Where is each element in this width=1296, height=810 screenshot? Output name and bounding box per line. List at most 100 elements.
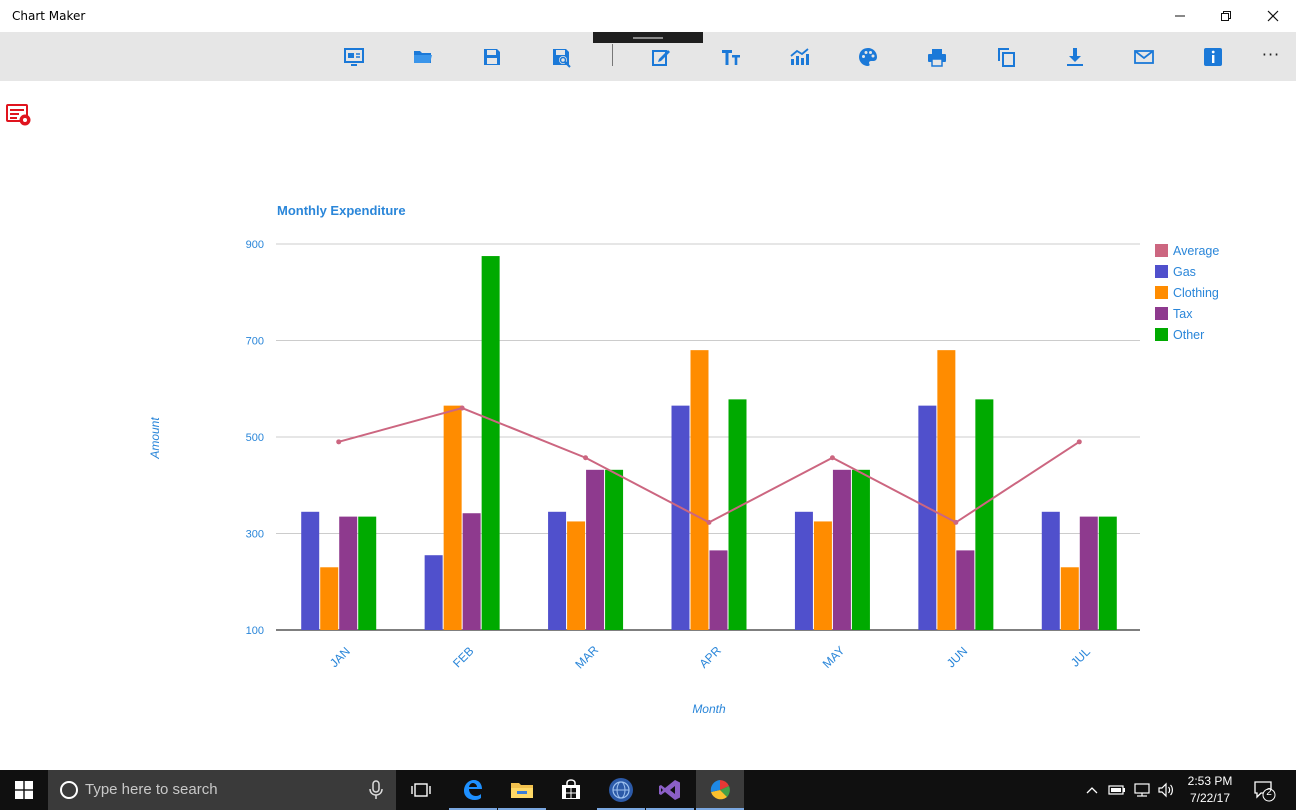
legend-swatch: [1155, 328, 1168, 341]
toolbar: ···: [0, 32, 1296, 81]
average-point[interactable]: [1076, 439, 1082, 445]
store-button[interactable]: [547, 770, 595, 810]
palette-button[interactable]: [857, 46, 879, 68]
presentation-button[interactable]: [343, 46, 365, 68]
close-icon: [1267, 10, 1279, 22]
bar-other-feb[interactable]: [481, 256, 500, 630]
task-view-button[interactable]: [397, 770, 445, 810]
legend-item-tax[interactable]: Tax: [1173, 307, 1193, 321]
info-button[interactable]: [1202, 46, 1224, 68]
y-axis-label: Amount: [148, 417, 162, 460]
toolbar-separator: [612, 44, 613, 66]
x-tick-label: MAY: [820, 643, 848, 671]
show-hidden-icons-button[interactable]: [1082, 770, 1102, 810]
bar-other-apr[interactable]: [728, 399, 747, 630]
bar-tax-jun[interactable]: [956, 550, 975, 630]
restore-icon: [1221, 11, 1231, 21]
average-point[interactable]: [583, 455, 589, 461]
bar-other-mar[interactable]: [605, 469, 624, 630]
file-explorer-button[interactable]: [498, 770, 546, 810]
copy-button[interactable]: [995, 46, 1017, 68]
bar-tax-mar[interactable]: [586, 469, 605, 630]
bar-clothing-may[interactable]: [813, 521, 832, 630]
volume-button[interactable]: [1154, 770, 1178, 810]
task-view-icon: [411, 783, 431, 797]
visual-studio-button[interactable]: [646, 770, 694, 810]
bar-gas-feb[interactable]: [424, 555, 443, 630]
legend-item-average[interactable]: Average: [1173, 244, 1219, 258]
bar-other-jan[interactable]: [358, 516, 377, 630]
average-point[interactable]: [336, 439, 342, 445]
windows-logo-icon: [15, 781, 33, 799]
bar-other-jun[interactable]: [975, 399, 994, 630]
x-tick-label: JAN: [327, 644, 353, 670]
download-button[interactable]: [1064, 46, 1086, 68]
bar-tax-jul[interactable]: [1079, 516, 1098, 630]
file-explorer-icon: [511, 783, 533, 798]
save-icon: [484, 49, 500, 65]
toolbar-grip[interactable]: [593, 32, 703, 43]
bar-clothing-apr[interactable]: [690, 350, 709, 630]
bar-clothing-jul[interactable]: [1060, 567, 1079, 630]
edge-button[interactable]: [449, 770, 497, 810]
mail-icon: [1134, 50, 1154, 64]
legend-item-other[interactable]: Other: [1173, 328, 1204, 342]
bar-other-may[interactable]: [851, 469, 870, 630]
bar-tax-may[interactable]: [832, 469, 851, 630]
bar-clothing-jan[interactable]: [320, 567, 339, 630]
bar-gas-mar[interactable]: [548, 511, 567, 630]
save-button[interactable]: [481, 46, 503, 68]
taskbar: Type here to search: [0, 770, 1296, 810]
bar-gas-apr[interactable]: [671, 405, 690, 630]
bar-clothing-mar[interactable]: [567, 521, 586, 630]
network-button[interactable]: [1130, 770, 1154, 810]
more-button[interactable]: ···: [1261, 45, 1281, 64]
minimize-icon: [1175, 15, 1185, 17]
text-size-button[interactable]: [720, 46, 742, 68]
save-as-button[interactable]: [550, 46, 572, 68]
close-button[interactable]: [1250, 0, 1296, 32]
legend-item-clothing[interactable]: Clothing: [1173, 286, 1219, 300]
mail-button[interactable]: [1133, 46, 1155, 68]
bar-tax-feb[interactable]: [462, 513, 481, 630]
bar-gas-jul[interactable]: [1041, 511, 1060, 630]
search-placeholder: Type here to search: [85, 781, 218, 798]
bar-other-jul[interactable]: [1098, 516, 1117, 630]
minimize-button[interactable]: [1157, 0, 1203, 32]
legend-swatch: [1155, 265, 1168, 278]
chart-type-button[interactable]: [788, 46, 810, 68]
bar-gas-may[interactable]: [794, 511, 813, 630]
chart-maker-taskbar-button[interactable]: [696, 770, 744, 810]
bar-clothing-feb[interactable]: [443, 405, 462, 630]
y-tick-label: 500: [246, 432, 264, 444]
restore-button[interactable]: [1203, 0, 1249, 32]
taskbar-search-box[interactable]: Type here to search: [48, 770, 396, 810]
print-button[interactable]: [926, 46, 948, 68]
copy-icon: [998, 48, 1015, 67]
average-point[interactable]: [706, 519, 712, 525]
open-button[interactable]: [412, 46, 434, 68]
average-point[interactable]: [953, 519, 959, 525]
action-center-button[interactable]: 2: [1252, 778, 1276, 802]
y-tick-label: 700: [246, 336, 264, 348]
bar-clothing-jun[interactable]: [937, 350, 956, 630]
average-point[interactable]: [459, 405, 465, 411]
battery-button[interactable]: [1105, 770, 1129, 810]
bar-tax-jan[interactable]: [339, 516, 358, 630]
legend-item-gas[interactable]: Gas: [1173, 265, 1196, 279]
globe-app-button[interactable]: [597, 770, 645, 810]
data-sheet-view-icon[interactable]: [6, 103, 32, 127]
edit-button[interactable]: [650, 46, 672, 68]
volume-icon: [1158, 782, 1173, 798]
legend-swatch: [1155, 244, 1168, 257]
download-icon: [1067, 48, 1083, 66]
info-icon: [1204, 48, 1222, 66]
taskbar-clock[interactable]: 2:53 PM 7/22/17: [1178, 773, 1242, 807]
bar-gas-jun[interactable]: [918, 405, 937, 630]
text-size-icon: [722, 50, 740, 65]
average-point[interactable]: [829, 455, 835, 461]
microphone-icon[interactable]: [368, 780, 384, 800]
start-button[interactable]: [0, 770, 48, 810]
bar-tax-apr[interactable]: [709, 550, 728, 630]
bar-gas-jan[interactable]: [301, 511, 320, 630]
